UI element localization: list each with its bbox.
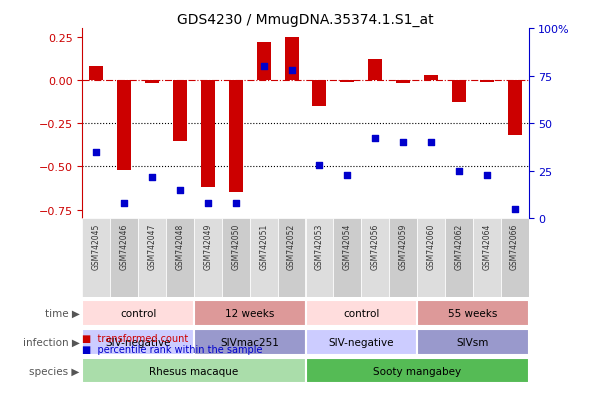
Bar (194, 219, 222, 297)
Point (175, 187, 185, 194)
Bar (285, 38, 299, 81)
Bar (194, 300, 306, 326)
Point (315, 162, 324, 169)
Bar (138, 219, 166, 297)
Bar (173, 81, 187, 141)
Bar (473, 219, 500, 297)
Text: SIVmac251: SIVmac251 (221, 337, 279, 347)
Point (119, 200, 129, 207)
Bar (201, 81, 215, 188)
Point (92, 149, 101, 156)
Text: SIVsm: SIVsm (456, 337, 489, 347)
Bar (222, 219, 250, 297)
Text: infection ▶: infection ▶ (23, 337, 79, 347)
Bar (306, 358, 529, 384)
Bar (117, 81, 131, 171)
Point (426, 140, 436, 146)
Text: SIV-negative: SIV-negative (106, 337, 171, 347)
Point (454, 168, 464, 175)
Text: GSM742050: GSM742050 (232, 223, 240, 269)
Bar (166, 219, 194, 297)
Bar (257, 43, 271, 81)
Text: GSM742059: GSM742059 (398, 223, 408, 269)
Text: GSM742054: GSM742054 (343, 223, 352, 269)
Bar (306, 219, 334, 297)
Point (398, 140, 408, 146)
Bar (417, 329, 529, 355)
Bar (250, 219, 277, 297)
Text: time ▶: time ▶ (45, 308, 79, 318)
Bar (111, 219, 138, 297)
Bar (500, 219, 529, 297)
Point (482, 172, 492, 178)
Bar (82, 219, 111, 297)
Bar (361, 219, 389, 297)
Point (287, 67, 296, 74)
Bar (82, 300, 194, 326)
Text: GSM742047: GSM742047 (148, 223, 156, 269)
Text: GSM742060: GSM742060 (426, 223, 436, 269)
Bar (145, 81, 159, 84)
Bar (389, 219, 417, 297)
Bar (277, 219, 306, 297)
Bar (306, 300, 417, 326)
Point (203, 200, 213, 207)
Text: 12 weeks: 12 weeks (225, 308, 274, 318)
Point (342, 172, 352, 178)
Bar (334, 219, 361, 297)
Bar (417, 300, 529, 326)
Text: GSM742045: GSM742045 (92, 223, 101, 269)
Bar (89, 67, 103, 81)
Text: GSM742046: GSM742046 (120, 223, 129, 269)
Title: GDS4230 / MmugDNA.35374.1.S1_at: GDS4230 / MmugDNA.35374.1.S1_at (177, 12, 434, 26)
Text: GSM742048: GSM742048 (175, 223, 185, 269)
Bar (396, 81, 410, 84)
Text: GSM742066: GSM742066 (510, 223, 519, 269)
Bar (340, 81, 354, 83)
Bar (452, 81, 466, 103)
Text: GSM742064: GSM742064 (482, 223, 491, 269)
Text: GSM742062: GSM742062 (455, 223, 463, 269)
Bar (417, 219, 445, 297)
Bar (368, 60, 382, 81)
Point (231, 200, 241, 207)
Bar (508, 81, 522, 136)
Bar (424, 76, 438, 81)
Text: GSM742056: GSM742056 (371, 223, 379, 269)
Text: Rhesus macaque: Rhesus macaque (149, 366, 239, 376)
Bar (445, 219, 473, 297)
Text: GSM742051: GSM742051 (259, 223, 268, 269)
Bar (306, 329, 417, 355)
Point (370, 136, 380, 142)
Bar (82, 329, 194, 355)
Text: GSM742053: GSM742053 (315, 223, 324, 269)
Text: ■  transformed count: ■ transformed count (82, 334, 189, 344)
Text: GSM742049: GSM742049 (203, 223, 213, 269)
Text: SIV-negative: SIV-negative (329, 337, 394, 347)
Bar (82, 358, 306, 384)
Text: ■  percentile rank within the sample: ■ percentile rank within the sample (82, 344, 263, 354)
Text: 55 weeks: 55 weeks (448, 308, 497, 318)
Text: GSM742052: GSM742052 (287, 223, 296, 269)
Point (147, 174, 157, 180)
Point (259, 64, 269, 70)
Text: species ▶: species ▶ (29, 366, 79, 376)
Bar (194, 329, 306, 355)
Text: control: control (120, 308, 156, 318)
Bar (312, 81, 326, 107)
Bar (480, 81, 494, 83)
Text: control: control (343, 308, 379, 318)
Bar (229, 81, 243, 193)
Point (510, 206, 519, 213)
Text: Sooty mangabey: Sooty mangabey (373, 366, 461, 376)
